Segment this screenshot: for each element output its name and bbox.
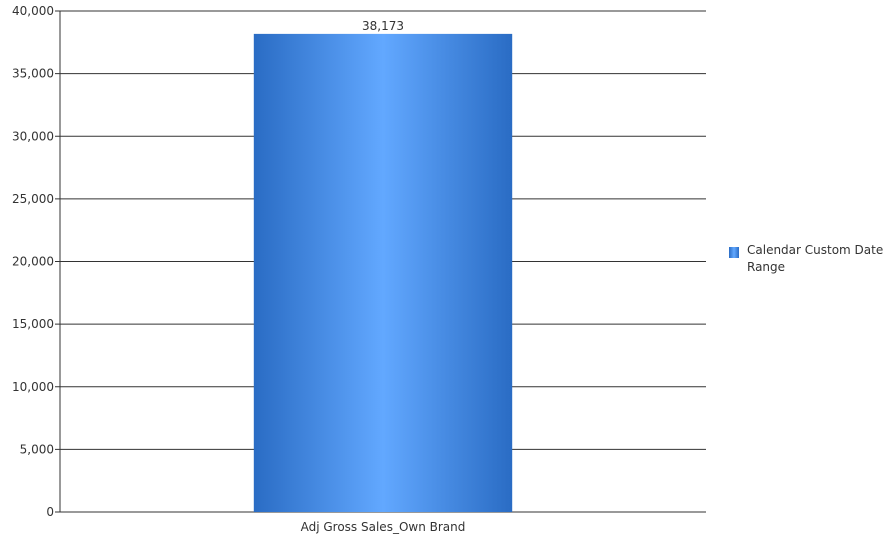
y-tick-label: 40,000 bbox=[12, 4, 54, 18]
y-tick-label: 20,000 bbox=[12, 255, 54, 269]
bar bbox=[253, 33, 513, 512]
y-tick-label: 15,000 bbox=[12, 317, 54, 331]
bar-data-label: 38,173 bbox=[362, 19, 404, 33]
legend-label: Calendar Custom Date Range bbox=[747, 243, 884, 274]
y-axis-ticks: 0 5,000 10,000 15,000 20,000 25,000 30,000 35,0… bbox=[12, 4, 60, 519]
legend: Calendar Custom Date Range bbox=[729, 242, 888, 276]
y-tick-label: 30,000 bbox=[12, 129, 54, 143]
y-tick-label: 0 bbox=[46, 505, 54, 519]
x-axis-ticks: Adj Gross Sales_Own Brand bbox=[301, 520, 466, 534]
y-tick-label: 35,000 bbox=[12, 67, 54, 81]
y-tick-label: 10,000 bbox=[12, 380, 54, 394]
legend-swatch bbox=[729, 247, 739, 258]
y-tick-label: 25,000 bbox=[12, 192, 54, 206]
y-tick-label: 5,000 bbox=[20, 442, 54, 456]
bars: 38,173 bbox=[253, 19, 513, 512]
x-tick-label: Adj Gross Sales_Own Brand bbox=[301, 520, 466, 534]
